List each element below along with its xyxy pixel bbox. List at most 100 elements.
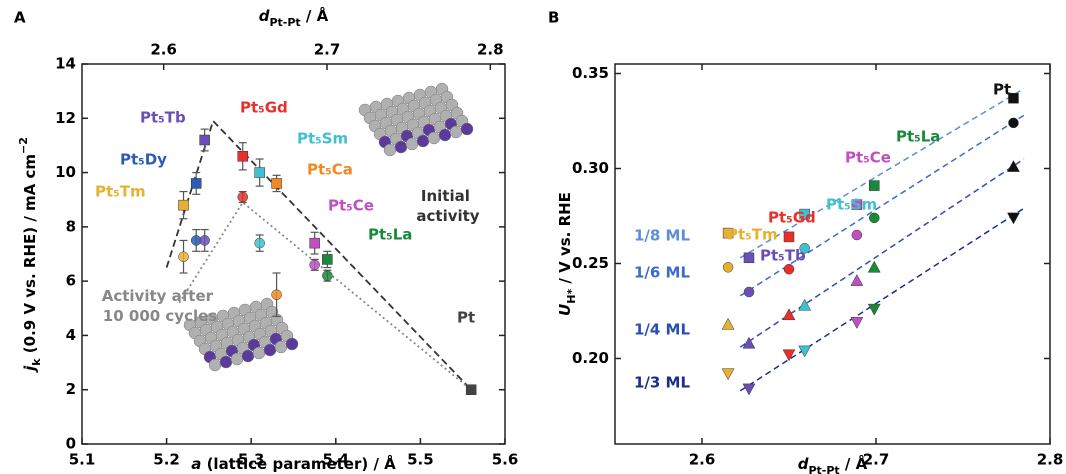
label-part: / V vs. RHE: [556, 192, 574, 289]
x-tick-label: 5.2: [153, 451, 180, 469]
label-part: d: [259, 7, 270, 25]
marker: [237, 191, 248, 203]
alloy-label: Pt₅Dy: [120, 151, 167, 169]
marker: [465, 384, 477, 395]
lattice-atom: [383, 143, 397, 157]
alloy-label: Pt₅Gd: [240, 99, 288, 117]
alloy-label: Pt₅Sm: [297, 130, 348, 148]
marker: [271, 178, 282, 189]
label-part: d: [798, 455, 809, 473]
marker: [799, 208, 810, 220]
marker: [1008, 92, 1019, 104]
annotation-line: Activity after: [102, 287, 219, 305]
marker: [178, 199, 189, 211]
alloy-label: Pt₅La: [896, 128, 940, 146]
x2-tick-label: 2.7: [314, 41, 341, 59]
lattice-atom: [219, 355, 233, 369]
marker: [782, 308, 796, 321]
panel-label: B: [548, 9, 559, 27]
marker: [721, 317, 735, 330]
label-part: a: [191, 455, 201, 473]
label-part: / Å: [301, 6, 329, 25]
label-part: U: [556, 304, 574, 316]
x-tick-label: 5.3: [238, 451, 265, 469]
alloy-label: Pt₅Tm: [95, 183, 146, 201]
x-tick-label: 2.8: [1037, 451, 1064, 469]
fit-line: [739, 207, 1025, 392]
marker: [851, 199, 863, 210]
marker: [783, 263, 795, 275]
marker: [309, 237, 320, 249]
guide-line: [165, 119, 472, 391]
y-tick-label: 10: [55, 163, 76, 181]
y-tick-label: 0: [66, 435, 76, 453]
x2-axis-title: dPt-Pt / Å: [259, 6, 329, 29]
x-axis-title: dPt-Pt / Å: [798, 454, 868, 474]
alloy-label: Pt: [457, 309, 475, 327]
marker: [867, 260, 881, 273]
x-tick-label: 5.6: [492, 451, 519, 469]
marker: [322, 270, 333, 281]
marker: [851, 229, 863, 241]
level-label: 1/3 ML: [634, 374, 691, 392]
level-label: 1/6 ML: [634, 264, 691, 282]
lattice-atom: [263, 343, 277, 357]
y-tick-label: 8: [66, 217, 76, 235]
marker: [271, 289, 282, 300]
label-part: −2: [17, 137, 30, 154]
label-part: k: [30, 358, 43, 366]
y-tick-label: 0.30: [572, 159, 609, 177]
marker: [850, 317, 864, 329]
marker: [178, 251, 189, 262]
annotation: Initial activity: [416, 187, 479, 225]
alloy-label: Pt₅Ce: [845, 149, 891, 167]
fit-line: [739, 158, 1025, 348]
y-tick-label: 0.20: [572, 349, 609, 367]
x-tick-label: 5.1: [69, 451, 96, 469]
y-axis-title: UH* / V vs. RHE: [556, 192, 578, 316]
y-axis-title: jk (0.9 V vs. RHE) / mA cm−2: [17, 137, 43, 373]
marker: [322, 254, 333, 265]
marker: [742, 336, 756, 349]
plot-frame: [614, 63, 1051, 445]
alloy-label: Pt₅La: [368, 226, 412, 244]
marker: [798, 298, 812, 311]
annotation-line: Initial: [421, 187, 475, 205]
alloy-label: Pt₅Tb: [140, 109, 186, 127]
y-tick-label: 2: [66, 380, 76, 398]
marker: [190, 178, 202, 189]
lattice-atom: [274, 340, 288, 354]
level-label: 1/4 ML: [634, 321, 691, 339]
marker: [743, 286, 755, 298]
alloy-label: Pt₅Sm: [826, 196, 877, 214]
marker: [254, 167, 265, 178]
marker: [199, 134, 210, 146]
marker: [742, 383, 756, 396]
marker: [869, 212, 880, 224]
x-tick-label: 2.6: [689, 451, 716, 469]
marker: [850, 274, 864, 286]
lattice-atom: [416, 134, 430, 148]
marker: [867, 303, 881, 316]
x-tick-label: 5.5: [407, 451, 434, 469]
lattice-atom: [427, 131, 441, 145]
marker: [199, 235, 210, 246]
label-part: Pt-Pt: [269, 16, 300, 29]
lattice-atom: [405, 137, 419, 151]
label-part: H*: [565, 289, 578, 304]
label-part: (0.9 V vs. RHE) / mA cm: [21, 154, 39, 358]
x2-tick-label: 2.6: [150, 41, 177, 59]
marker: [782, 349, 796, 362]
lattice-atom: [241, 349, 255, 363]
lattice-atom: [460, 122, 474, 136]
x-tick-label: 2.7: [863, 451, 890, 469]
marker: [1008, 117, 1019, 129]
marker: [798, 345, 812, 358]
marker: [1007, 160, 1020, 172]
alloy-label: Pt₅Gd: [768, 209, 816, 227]
lattice-atom: [252, 346, 266, 360]
alloy-label: Pt₅Ce: [328, 197, 374, 215]
y-tick-label: 14: [55, 55, 76, 73]
alloy-label: Pt₅Ca: [307, 161, 353, 179]
